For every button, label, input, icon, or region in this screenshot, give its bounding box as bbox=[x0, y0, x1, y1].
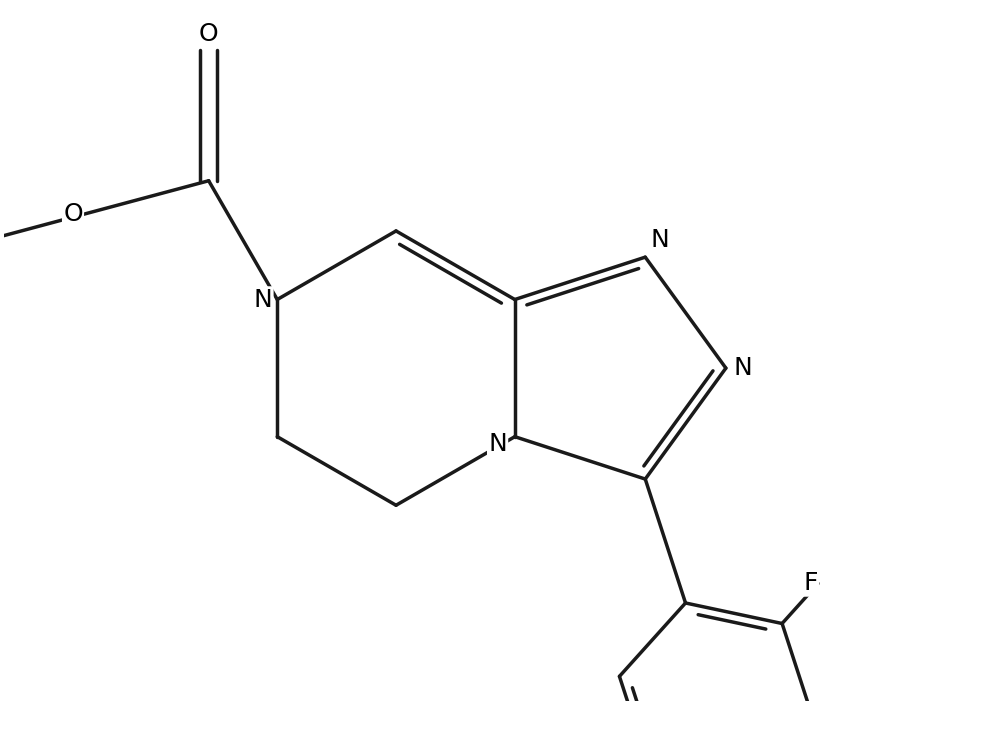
Text: N: N bbox=[734, 356, 753, 380]
Text: N: N bbox=[650, 228, 669, 252]
Text: O: O bbox=[63, 202, 83, 227]
Text: O: O bbox=[199, 22, 218, 46]
Text: N: N bbox=[488, 432, 507, 456]
Text: N: N bbox=[254, 287, 273, 312]
Text: F: F bbox=[803, 571, 818, 595]
